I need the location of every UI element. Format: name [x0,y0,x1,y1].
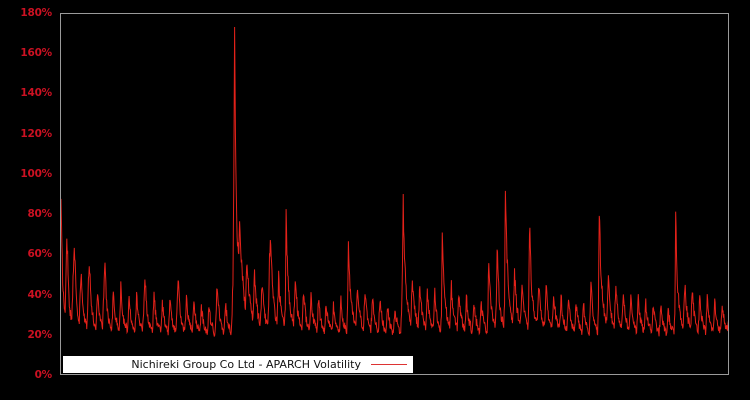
y-axis-tick-label: 20% [27,328,52,341]
legend-line-sample-icon [371,364,407,365]
series-line [61,27,728,338]
y-axis-tick-label: 0% [34,369,53,381]
y-axis-tick-label: 120% [20,127,52,140]
legend: Nichireki Group Co Ltd - APARCH Volatili… [63,356,413,373]
y-axis-tick-label: 40% [27,288,52,301]
y-axis-tick-label: 80% [27,208,52,221]
y-axis: 0% 20% 40% 60% 80% 100% 120% 140% 160% 180% [0,0,60,400]
y-axis-tick-label: 60% [27,248,52,261]
y-axis-tick-label: 180% [20,7,52,19]
y-axis-tick-label: 100% [20,167,52,180]
plot-area [60,13,729,375]
volatility-series [61,27,728,338]
y-axis-tick-label: 140% [20,87,52,100]
y-axis-tick-label: 160% [20,47,52,60]
legend-entry-label: Nichireki Group Co Ltd - APARCH Volatili… [131,358,361,371]
